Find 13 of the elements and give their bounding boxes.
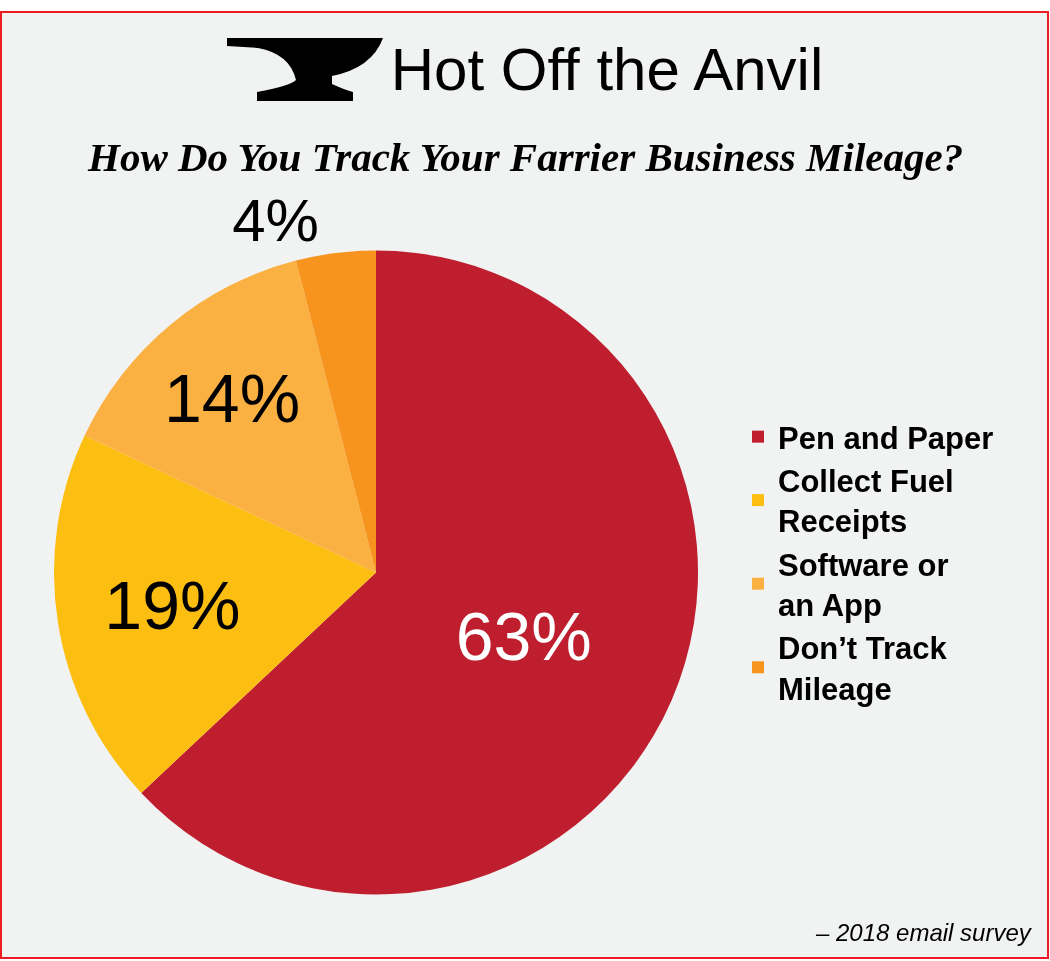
chart-subtitle: How Do You Track Your Farrier Business Mileage? — [87, 134, 964, 180]
legend-label: Software or an App — [778, 547, 949, 623]
data-label: 63% — [455, 598, 592, 675]
legend-label: Collect Fuel Receipts — [778, 464, 954, 540]
text: – 2018 email survey — [815, 919, 1033, 946]
data-label: 19% — [104, 566, 241, 643]
chart-title: Hot Off the Anvil — [390, 36, 824, 103]
data-label: 4% — [232, 186, 319, 254]
pie-slice — [54, 435, 376, 793]
data-label: 14% — [163, 360, 301, 437]
legend-label: Don’t Track Mileage — [778, 631, 948, 707]
legend-label: Pen and Paper — [778, 420, 994, 456]
pie-slice — [84, 260, 376, 573]
